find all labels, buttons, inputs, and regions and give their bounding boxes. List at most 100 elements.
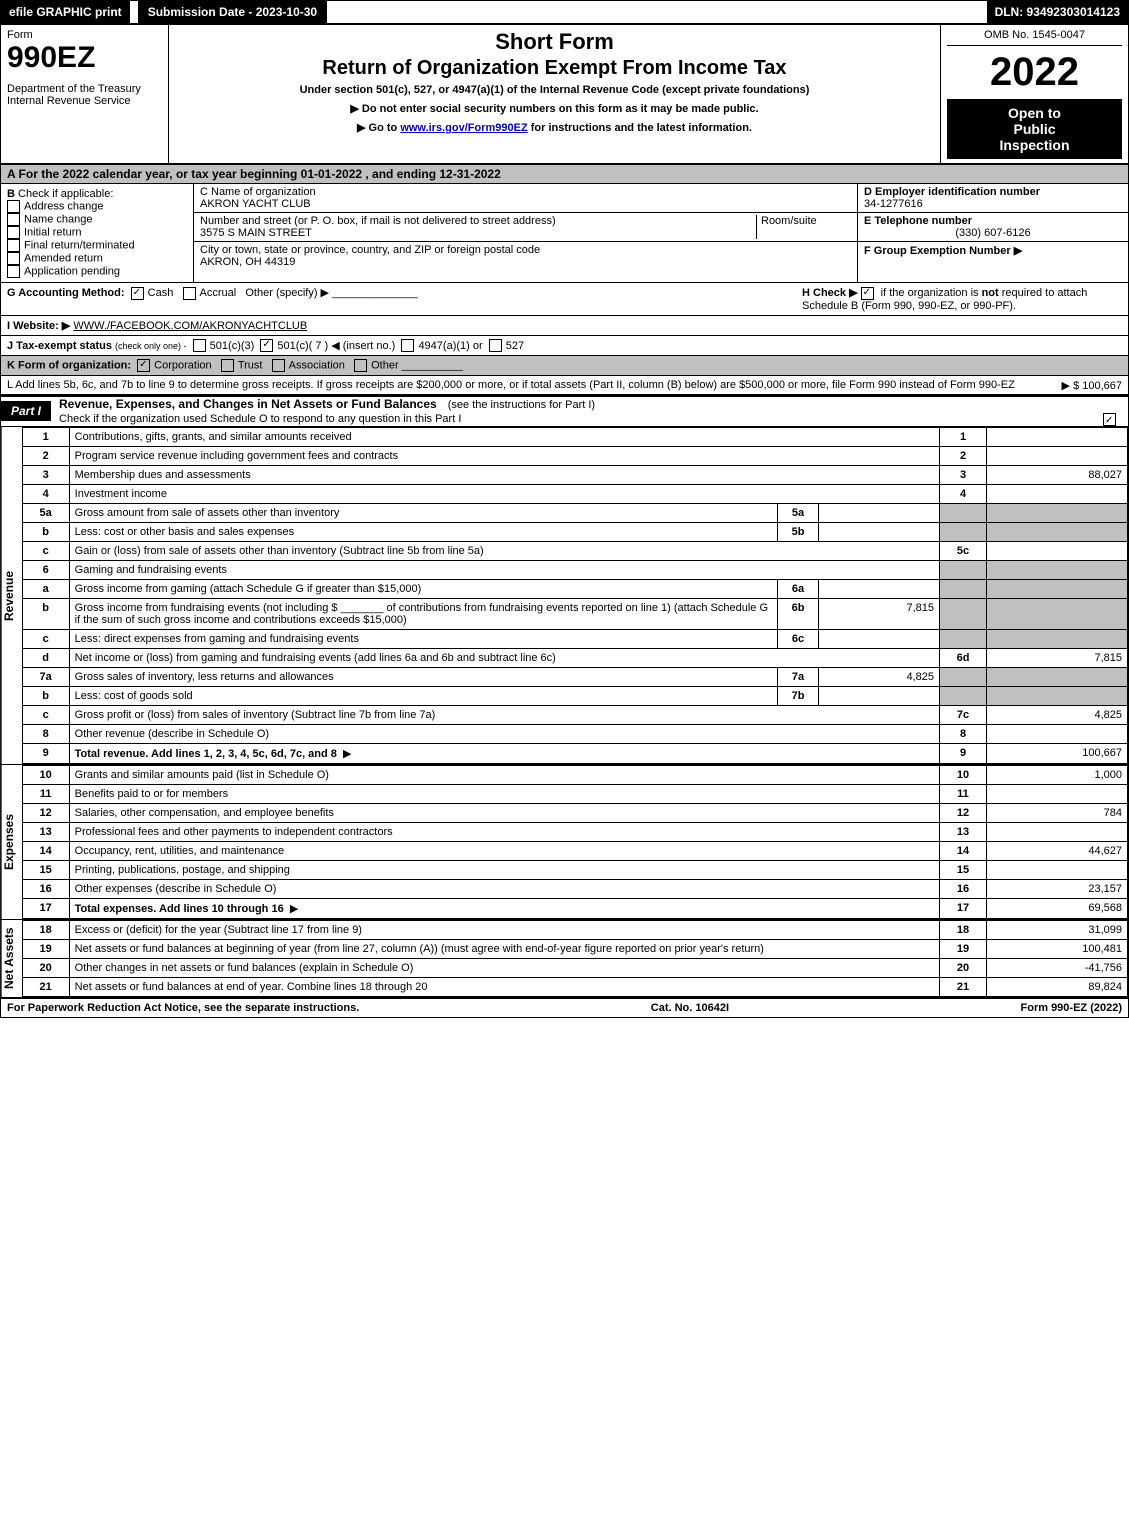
- line-11: 11Benefits paid to or for members11: [22, 784, 1127, 803]
- h-text2: if the organization is: [881, 287, 982, 299]
- c-name-block: C Name of organization AKRON YACHT CLUB: [194, 184, 857, 213]
- row-a-tax-year: A For the 2022 calendar year, or tax yea…: [1, 165, 1128, 184]
- k-assoc: Association: [289, 360, 345, 372]
- opt-initial-return: Initial return: [24, 226, 81, 238]
- ein-value: 34-1277616: [864, 198, 923, 210]
- line-15: 15Printing, publications, postage, and s…: [22, 860, 1127, 879]
- line-20: 20Other changes in net assets or fund ba…: [22, 958, 1127, 977]
- part1-title: Revenue, Expenses, and Changes in Net As…: [51, 397, 437, 411]
- b-letter: B: [7, 188, 15, 200]
- j-o2: 501(c)( 7 ) ◀ (insert no.): [277, 340, 395, 352]
- line-6a: aGross income from gaming (attach Schedu…: [22, 579, 1127, 598]
- col-def: D Employer identification number 34-1277…: [858, 184, 1128, 282]
- line-18: 18Excess or (deficit) for the year (Subt…: [22, 920, 1127, 939]
- chk-name-change[interactable]: [7, 213, 20, 226]
- line-19: 19Net assets or fund balances at beginni…: [22, 939, 1127, 958]
- e-label: E Telephone number: [864, 215, 972, 227]
- instr-no-ssn: ▶ Do not enter social security numbers o…: [175, 102, 934, 115]
- line-10: 10Grants and similar amounts paid (list …: [22, 765, 1127, 784]
- opt-name-change: Name change: [24, 213, 93, 225]
- line-8: 8Other revenue (describe in Schedule O)8: [22, 724, 1127, 743]
- short-form-title: Short Form: [175, 29, 934, 55]
- chk-final-return[interactable]: [7, 239, 20, 252]
- chk-schedule-o[interactable]: [1103, 413, 1116, 426]
- g-label: G Accounting Method:: [7, 287, 125, 299]
- chk-application-pending[interactable]: [7, 265, 20, 278]
- line-5c: cGain or (loss) from sale of assets othe…: [22, 541, 1127, 560]
- chk-527[interactable]: [489, 339, 502, 352]
- open-line1: Open to: [951, 105, 1118, 121]
- chk-accrual[interactable]: [183, 287, 196, 300]
- irs-link[interactable]: www.irs.gov/Form990EZ: [400, 122, 527, 134]
- footer-right: Form 990-EZ (2022): [1021, 1002, 1123, 1014]
- under-section: Under section 501(c), 527, or 4947(a)(1)…: [175, 84, 934, 96]
- f-block: F Group Exemption Number ▶: [858, 242, 1128, 259]
- row-j: J Tax-exempt status (check only one) - 5…: [1, 336, 1128, 357]
- chk-h[interactable]: [861, 287, 874, 300]
- submission-date: Submission Date - 2023-10-30: [136, 1, 329, 23]
- header-left: Form 990EZ Department of the Treasury In…: [1, 25, 169, 163]
- netassets-section: Net Assets 18Excess or (deficit) for the…: [1, 920, 1128, 999]
- phone-value: (330) 607-6126: [955, 227, 1030, 239]
- form-container: efile GRAPHIC print Submission Date - 20…: [0, 0, 1129, 1018]
- opt-address-change: Address change: [24, 200, 104, 212]
- chk-4947[interactable]: [401, 339, 414, 352]
- return-title: Return of Organization Exempt From Incom…: [175, 57, 934, 80]
- chk-address-change[interactable]: [7, 200, 20, 213]
- line-4: 4Investment income4: [22, 484, 1127, 503]
- row-k: K Form of organization: Corporation Trus…: [1, 356, 1128, 376]
- open-to-public: Open to Public Inspection: [947, 99, 1122, 159]
- g-block: G Accounting Method: Cash Accrual Other …: [1, 283, 796, 315]
- header-right: OMB No. 1545-0047 2022 Open to Public In…: [940, 25, 1128, 163]
- line-3: 3Membership dues and assessments388,027: [22, 465, 1127, 484]
- c-city-label: City or town, state or province, country…: [200, 244, 540, 256]
- row-i: I Website: ▶ WWW./FACEBOOK.COM/AKRONYACH…: [1, 316, 1128, 336]
- chk-cash[interactable]: [131, 287, 144, 300]
- col-b: B Check if applicable: Address change Na…: [1, 184, 194, 282]
- chk-501c3[interactable]: [193, 339, 206, 352]
- instr-goto-pre: ▶ Go to: [357, 122, 400, 134]
- h-text1: H Check ▶: [802, 287, 858, 299]
- tax-year: 2022: [947, 50, 1122, 95]
- room-suite-label: Room/suite: [761, 215, 817, 227]
- opt-application-pending: Application pending: [24, 265, 120, 277]
- part1-label: Part I: [1, 401, 51, 421]
- j-o3: 4947(a)(1) or: [418, 340, 482, 352]
- c-city-block: City or town, state or province, country…: [194, 242, 857, 270]
- opt-amended-return: Amended return: [24, 252, 103, 264]
- revenue-table: 1Contributions, gifts, grants, and simil…: [22, 427, 1128, 764]
- part1-title-sub: (see the instructions for Part I): [437, 399, 595, 411]
- line-5b: bLess: cost or other basis and sales exp…: [22, 522, 1127, 541]
- l17-desc: Total expenses. Add lines 10 through 16: [75, 903, 284, 915]
- c-addr-label: Number and street (or P. O. box, if mail…: [200, 215, 556, 227]
- section-bcdef: B Check if applicable: Address change Na…: [1, 184, 1128, 283]
- h-text3: not: [982, 287, 999, 299]
- l6b-d1: Gross income from fundraising events (no…: [75, 602, 338, 614]
- line-14: 14Occupancy, rent, utilities, and mainte…: [22, 841, 1127, 860]
- dept-treasury: Department of the Treasury: [7, 83, 162, 95]
- g-cash: Cash: [148, 287, 174, 299]
- chk-corporation[interactable]: [137, 359, 150, 372]
- instr-goto-post: for instructions and the latest informat…: [528, 122, 752, 134]
- j-sub: (check only one) -: [115, 341, 187, 351]
- chk-association[interactable]: [272, 359, 285, 372]
- chk-501c[interactable]: [260, 339, 273, 352]
- org-street: 3575 S MAIN STREET: [200, 227, 312, 239]
- expenses-table: 10Grants and similar amounts paid (list …: [22, 765, 1128, 919]
- part1-header: Part I Revenue, Expenses, and Changes in…: [1, 395, 1128, 426]
- chk-initial-return[interactable]: [7, 226, 20, 239]
- k-label: K Form of organization:: [7, 360, 131, 372]
- chk-other-org[interactable]: [354, 359, 367, 372]
- d-label: D Employer identification number: [864, 186, 1040, 198]
- open-line3: Inspection: [951, 137, 1118, 153]
- l-amount: ▶ $ 100,667: [1062, 379, 1122, 392]
- chk-amended-return[interactable]: [7, 252, 20, 265]
- line-16: 16Other expenses (describe in Schedule O…: [22, 879, 1127, 898]
- form-header: Form 990EZ Department of the Treasury In…: [1, 25, 1128, 165]
- opt-final-return: Final return/terminated: [24, 239, 135, 251]
- line-13: 13Professional fees and other payments t…: [22, 822, 1127, 841]
- j-o1: 501(c)(3): [210, 340, 255, 352]
- top-bar-spacer: [329, 1, 986, 23]
- chk-trust[interactable]: [221, 359, 234, 372]
- website-value: WWW./FACEBOOK.COM/AKRONYACHTCLUB: [73, 320, 307, 332]
